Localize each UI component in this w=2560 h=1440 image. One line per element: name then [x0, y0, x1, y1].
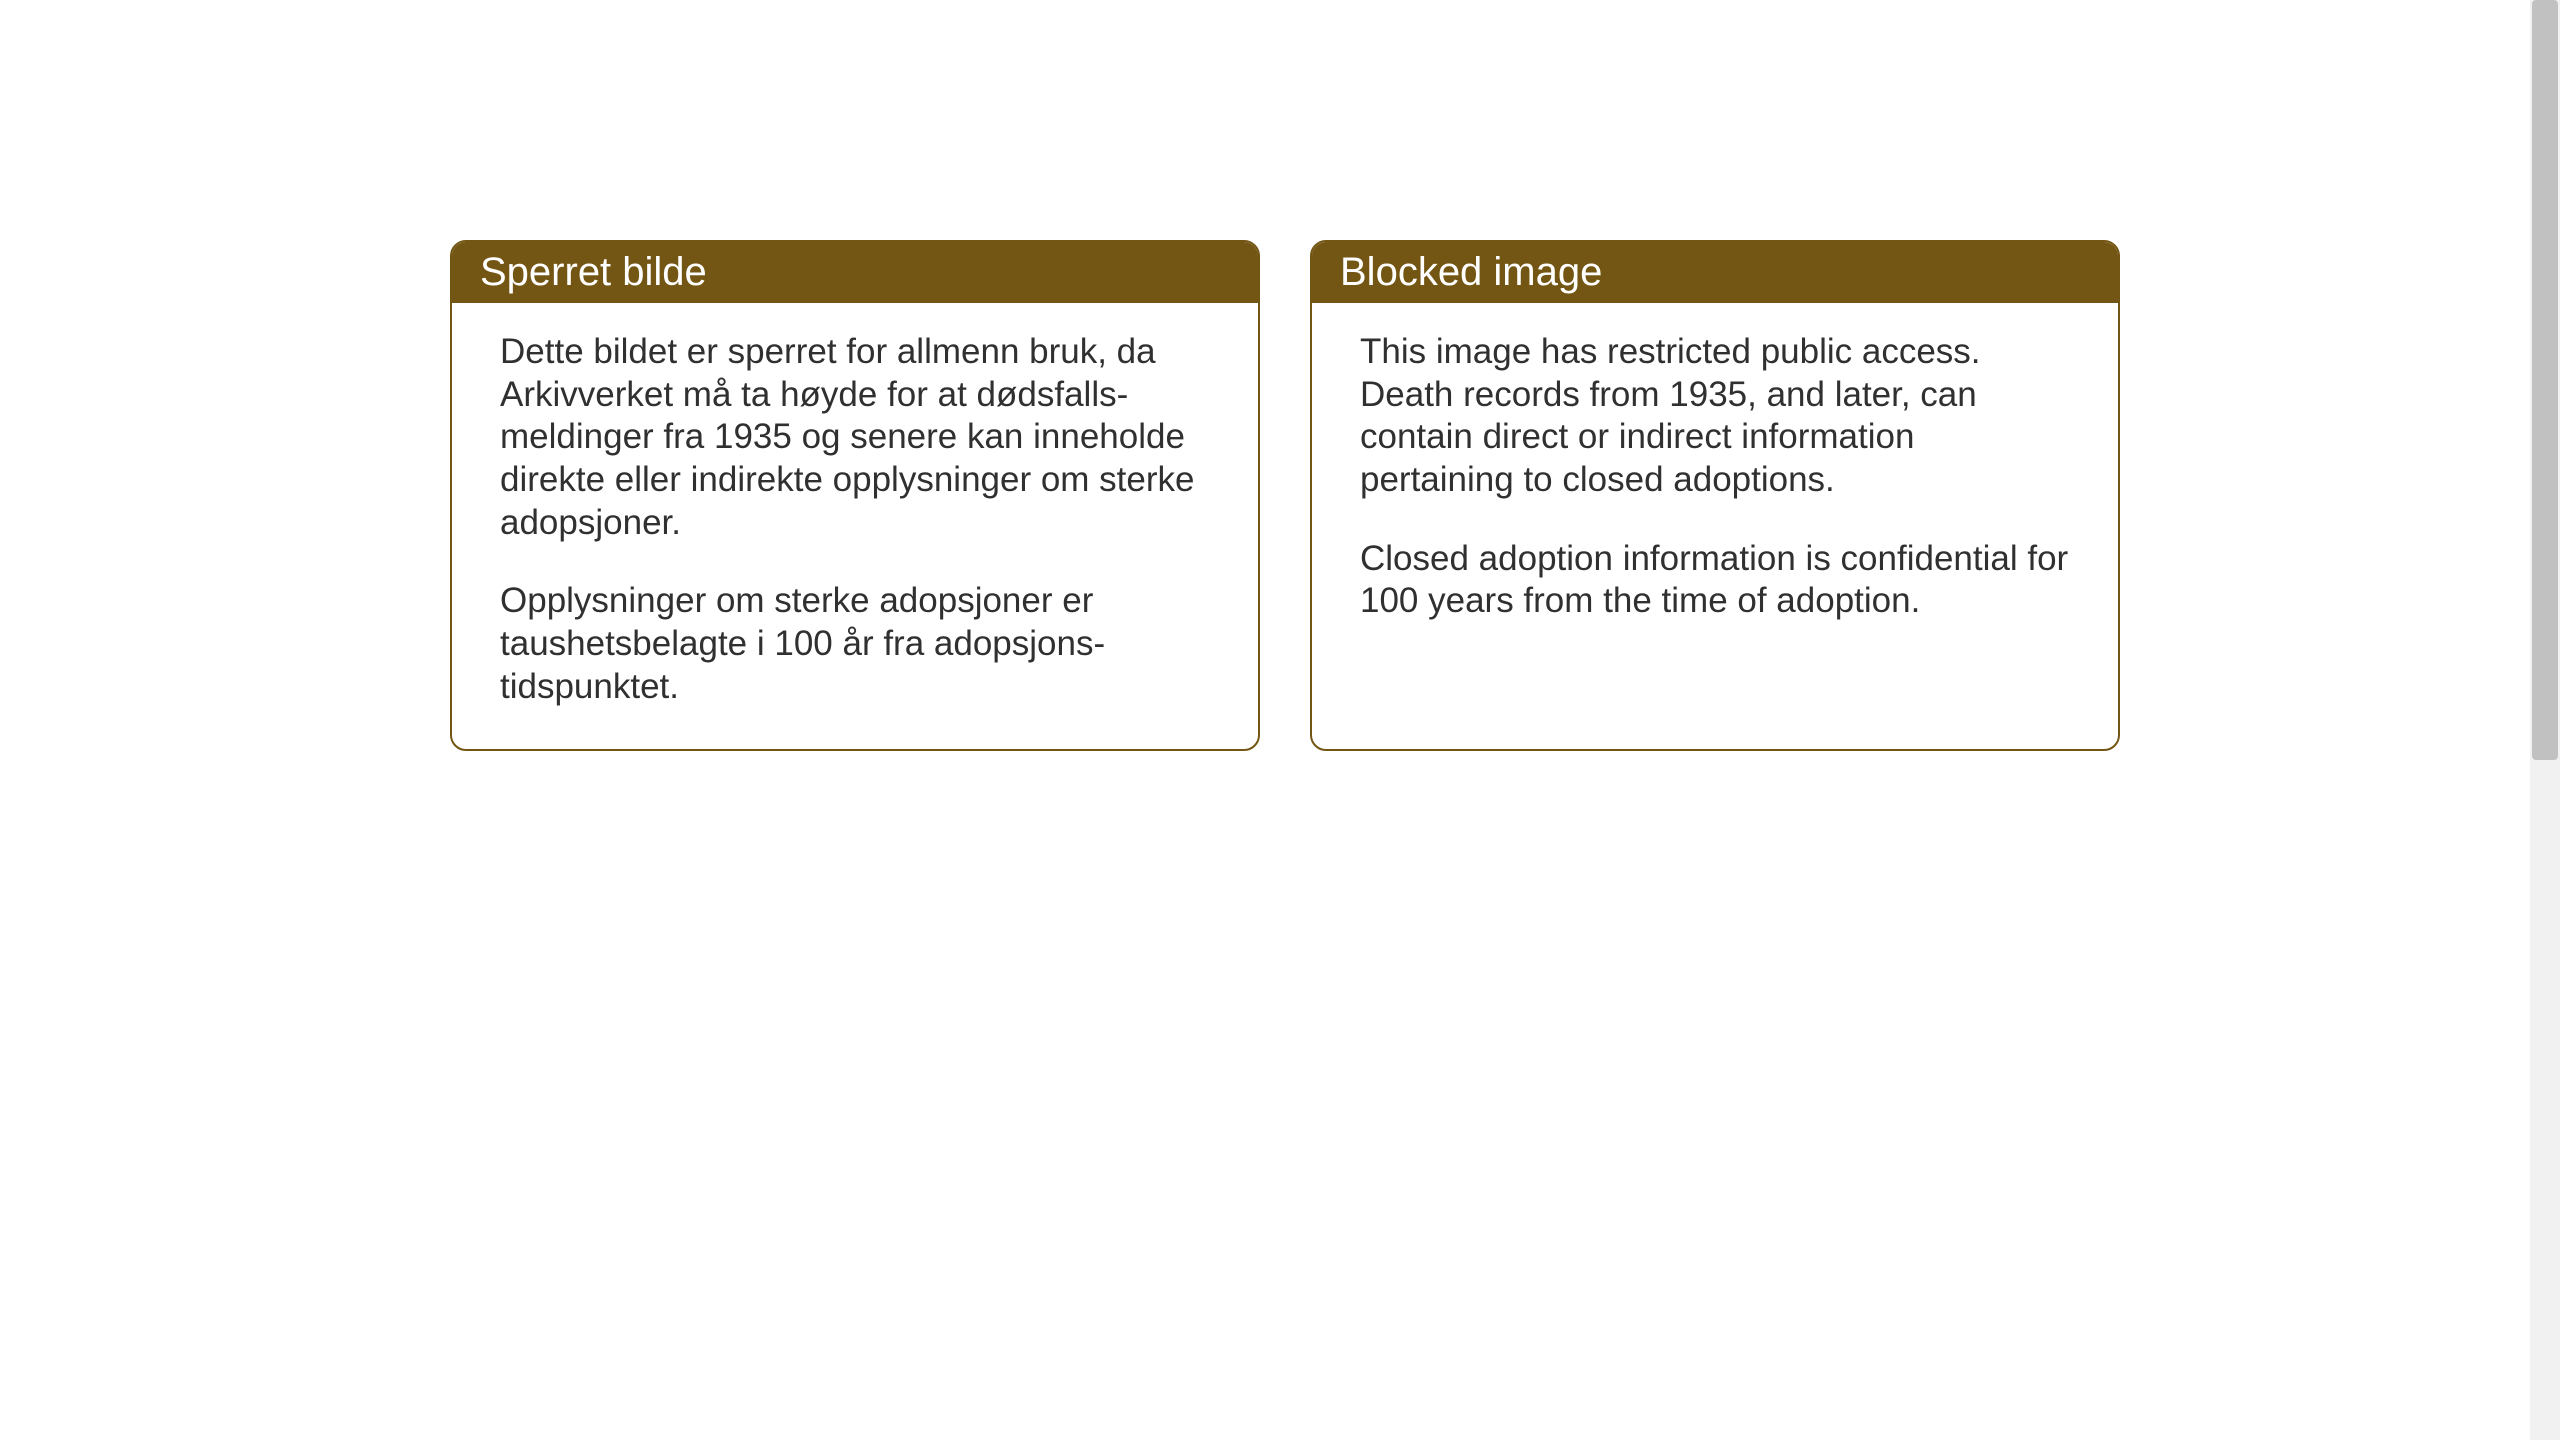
scrollbar-track[interactable]	[2530, 0, 2560, 1440]
notice-container: Sperret bilde Dette bildet er sperret fo…	[450, 240, 2120, 751]
notice-box-english: Blocked image This image has restricted …	[1310, 240, 2120, 751]
notice-box-norwegian: Sperret bilde Dette bildet er sperret fo…	[450, 240, 1260, 751]
notice-paragraph-1-norwegian: Dette bildet er sperret for allmenn bruk…	[500, 331, 1210, 544]
notice-paragraph-2-english: Closed adoption information is confident…	[1360, 538, 2070, 623]
notice-body-english: This image has restricted public access.…	[1312, 303, 2118, 663]
notice-header-norwegian: Sperret bilde	[452, 242, 1258, 303]
scrollbar-thumb[interactable]	[2532, 0, 2558, 760]
notice-paragraph-2-norwegian: Opplysninger om sterke adopsjoner er tau…	[500, 580, 1210, 708]
notice-paragraph-1-english: This image has restricted public access.…	[1360, 331, 2070, 502]
notice-body-norwegian: Dette bildet er sperret for allmenn bruk…	[452, 303, 1258, 749]
notice-header-english: Blocked image	[1312, 242, 2118, 303]
